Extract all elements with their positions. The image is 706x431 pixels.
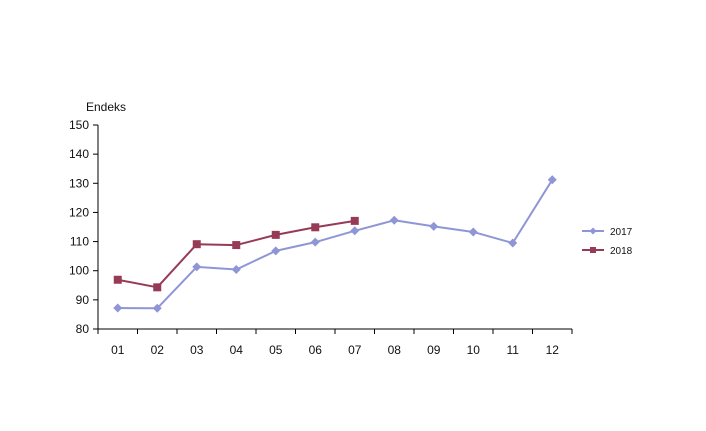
legend-item-2017: 2017 <box>582 227 633 238</box>
data-point-2018 <box>232 241 241 250</box>
data-point-2018 <box>271 230 280 239</box>
y-tick-label: 100 <box>69 264 89 278</box>
data-point-2018 <box>350 216 359 225</box>
data-point-2017 <box>192 262 202 272</box>
y-tick-label: 140 <box>69 147 89 161</box>
x-tick-label: 01 <box>111 343 125 357</box>
x-tick-label: 11 <box>507 343 520 357</box>
x-tick-label: 12 <box>546 343 560 357</box>
legend-swatch-marker <box>589 227 597 235</box>
x-tick-label: 06 <box>309 343 323 357</box>
x-tick-label: 09 <box>427 343 441 357</box>
y-axis-label: Endeks <box>86 100 126 114</box>
legend: 2017 2018 <box>582 227 633 257</box>
data-point-2017 <box>429 221 439 231</box>
y-tick-label: 130 <box>69 176 89 190</box>
data-point-2017 <box>113 303 123 313</box>
data-point-2017 <box>231 265 241 275</box>
x-tick-label: 05 <box>269 343 283 357</box>
x-tick-label: 10 <box>467 343 481 357</box>
data-point-2017 <box>310 237 320 247</box>
y-tick-label: 110 <box>70 235 89 249</box>
data-point-2018 <box>113 275 122 284</box>
data-point-2017 <box>389 215 399 225</box>
legend-label: 2018 <box>610 246 633 257</box>
data-point-2017 <box>468 227 478 237</box>
x-tick-label: 04 <box>230 343 244 357</box>
y-axis-ticks: 80 90 100 110 120 130 140 150 <box>69 118 98 336</box>
data-point-2017 <box>508 238 518 248</box>
series-2017 <box>113 175 557 313</box>
data-point-2017 <box>547 175 557 185</box>
data-point-2018 <box>311 223 320 232</box>
y-tick-label: 120 <box>69 205 89 219</box>
legend-swatch-marker <box>590 247 596 253</box>
legend-label: 2017 <box>610 227 633 238</box>
series-2018 <box>113 216 359 292</box>
axes <box>97 125 572 330</box>
y-tick-label: 150 <box>69 118 89 132</box>
x-tick-label: 08 <box>388 343 402 357</box>
data-point-2018 <box>192 240 201 249</box>
x-axis-ticks: 01 02 03 04 05 06 07 08 09 10 11 12 <box>97 329 573 357</box>
x-tick-label: 03 <box>190 343 204 357</box>
series-layer <box>113 175 557 313</box>
x-tick-label: 02 <box>151 343 165 357</box>
series-line-2017 <box>117 179 554 310</box>
data-point-2017 <box>271 246 281 256</box>
data-point-2017 <box>350 226 360 236</box>
y-tick-label: 90 <box>76 293 90 307</box>
x-tick-label: 07 <box>348 343 362 357</box>
legend-item-2018: 2018 <box>582 246 633 257</box>
data-point-2017 <box>152 303 162 313</box>
y-tick-label: 80 <box>76 322 90 336</box>
data-point-2018 <box>153 283 162 292</box>
